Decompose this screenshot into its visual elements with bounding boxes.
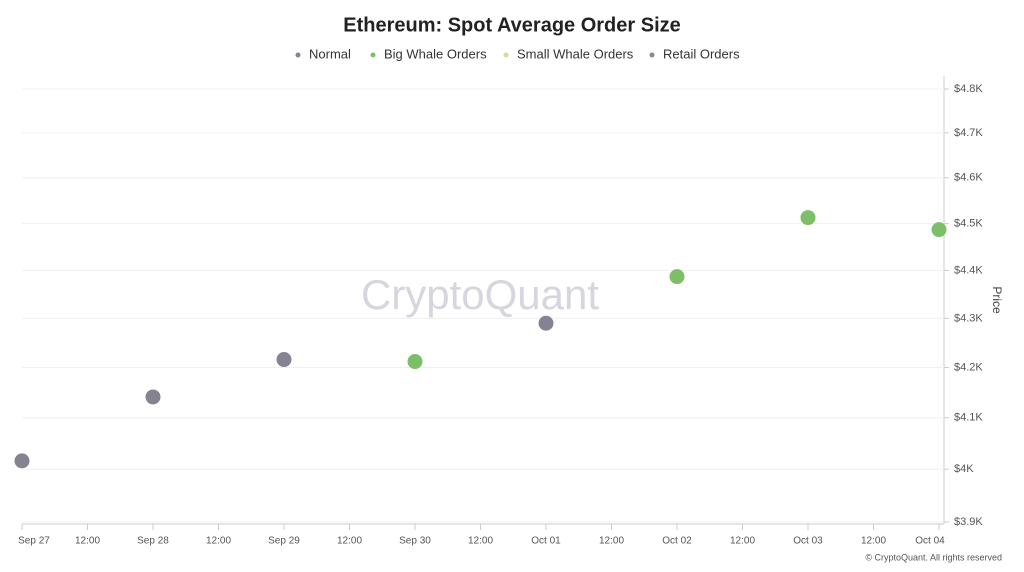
legend-marker bbox=[370, 52, 376, 58]
x-tick-label: Sep 28 bbox=[137, 536, 169, 547]
legend-label: Normal bbox=[309, 46, 351, 61]
y-tick-label: $4.3K bbox=[954, 312, 983, 324]
x-tick-label: 12:00 bbox=[337, 536, 362, 547]
y-tick-label: $4.7K bbox=[954, 127, 983, 139]
y-tick-label: $4.2K bbox=[954, 361, 983, 373]
point bbox=[407, 354, 423, 370]
point bbox=[800, 210, 816, 226]
x-tick-label: Sep 29 bbox=[268, 536, 300, 547]
point bbox=[669, 269, 685, 285]
point bbox=[931, 222, 947, 238]
x-tick-label: 12:00 bbox=[468, 536, 493, 547]
x-tick-label: 12:00 bbox=[206, 536, 231, 547]
chart-title: Ethereum: Spot Average Order Size bbox=[343, 14, 681, 36]
watermark: CryptoQuant bbox=[361, 271, 599, 318]
point bbox=[276, 352, 292, 368]
x-tick-label: Oct 01 bbox=[531, 536, 561, 547]
x-tick-label: 12:00 bbox=[861, 536, 886, 547]
legend-label: Small Whale Orders bbox=[517, 46, 634, 61]
x-tick-label: 12:00 bbox=[730, 536, 755, 547]
point bbox=[145, 389, 161, 405]
y-tick-label: $4.8K bbox=[954, 83, 983, 95]
point bbox=[14, 453, 30, 469]
legend-label: Retail Orders bbox=[663, 46, 740, 61]
y-tick-label: $3.9K bbox=[954, 516, 983, 528]
y-tick-label: $4.4K bbox=[954, 264, 983, 276]
footer: © CryptoQuant. All rights reserved bbox=[865, 552, 1002, 562]
x-tick-label: Oct 02 bbox=[662, 536, 692, 547]
y-tick-label: $4.5K bbox=[954, 217, 983, 229]
legend-label: Big Whale Orders bbox=[384, 46, 487, 61]
legend-marker bbox=[503, 52, 509, 58]
y-tick-label: $4.6K bbox=[954, 172, 983, 184]
x-tick-label: Sep 30 bbox=[399, 536, 431, 547]
point bbox=[538, 315, 554, 331]
x-tick-label: 12:00 bbox=[75, 536, 100, 547]
x-tick-label: Oct 03 bbox=[793, 536, 823, 547]
y-tick-label: $4K bbox=[954, 463, 974, 475]
x-tick-label: Sep 27 bbox=[18, 536, 50, 547]
x-tick-label: 12:00 bbox=[599, 536, 624, 547]
legend-marker bbox=[649, 52, 655, 58]
y-tick-label: $4.1K bbox=[954, 412, 983, 424]
legend-marker bbox=[295, 52, 301, 58]
x-tick-label: Oct 04 bbox=[915, 536, 945, 547]
y-axis-label: Price bbox=[990, 286, 1004, 314]
